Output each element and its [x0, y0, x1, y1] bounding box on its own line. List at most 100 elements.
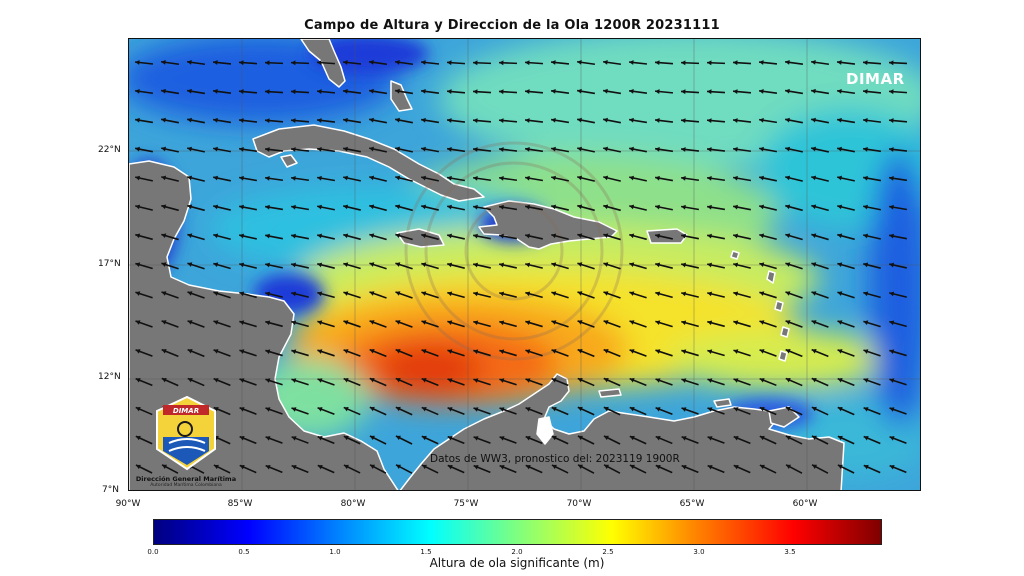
direction-arrow-head: [681, 175, 686, 181]
direction-arrow-head: [135, 204, 141, 210]
direction-arrow-head: [525, 378, 531, 383]
direction-arrow-head: [369, 262, 375, 267]
direction-arrow-head: [759, 406, 765, 412]
direction-arrow-head: [317, 320, 323, 325]
direction-arrow-head: [187, 349, 193, 354]
direction-arrow-head: [863, 407, 869, 412]
direction-arrow-head: [369, 88, 374, 94]
watermark-seal: [404, 141, 624, 361]
direction-arrow-head: [577, 88, 582, 94]
direction-arrow-head: [707, 436, 713, 441]
direction-arrow-head: [525, 291, 531, 297]
direction-arrow-head: [135, 146, 140, 152]
direction-arrow-head: [291, 407, 297, 412]
direction-arrow-head: [213, 378, 219, 383]
direction-arrow-head: [421, 117, 426, 123]
direction-arrow-head: [811, 59, 816, 65]
direction-arrow-head: [577, 349, 583, 354]
direction-arrow-head: [239, 349, 245, 354]
direction-arrow-head: [499, 291, 505, 297]
direction-arrow-head: [629, 435, 635, 441]
direction-arrow-head: [525, 175, 530, 181]
direction-arrow-head: [785, 59, 790, 65]
direction-arrow-head: [187, 117, 192, 123]
direction-arrow-head: [551, 204, 557, 210]
direction-arrow-head: [421, 60, 426, 65]
direction-arrow-head: [265, 349, 271, 354]
direction-arrow-head: [135, 233, 141, 239]
direction-arrow-head: [733, 464, 739, 470]
direction-arrow-head: [213, 262, 219, 268]
direction-arrow-head: [759, 291, 765, 296]
direction-arrow-head: [161, 59, 166, 65]
direction-arrow-head: [655, 60, 660, 66]
direction-arrow-head: [604, 464, 610, 469]
lon-label-85: 85°W: [227, 499, 253, 509]
direction-arrow-head: [369, 117, 374, 123]
direction-arrow-head: [707, 465, 713, 470]
direction-arrow-head: [681, 204, 686, 210]
colorbar: [153, 519, 882, 545]
dimar-logo: DIMAR: [156, 395, 216, 471]
direction-arrow-head: [395, 320, 401, 325]
direction-arrow-head: [369, 291, 375, 296]
direction-arrow-head: [863, 349, 869, 354]
lon-label-60: 60°W: [792, 499, 818, 509]
direction-arrow-head: [629, 60, 634, 65]
direction-arrow-head: [187, 291, 193, 296]
direction-arrow-head: [291, 320, 297, 326]
direction-arrow-head: [811, 204, 817, 210]
direction-arrow-head: [135, 406, 141, 412]
direction-arrow-head: [603, 175, 609, 181]
direction-arrow-head: [473, 118, 478, 123]
direction-arrow-head: [291, 349, 297, 354]
direction-arrow-head: [551, 117, 556, 123]
direction-arrow-head: [396, 464, 402, 469]
direction-arrow-head: [759, 320, 765, 325]
direction-arrow-head: [421, 233, 427, 239]
direction-arrow-head: [889, 378, 895, 383]
direction-arrow-head: [759, 60, 764, 65]
direction-arrow-head: [681, 349, 687, 354]
direction-arrow-head: [759, 89, 764, 94]
direction-arrow-head: [707, 233, 712, 239]
direction-arrow-head: [785, 204, 791, 210]
direction-arrow-head: [291, 175, 296, 181]
direction-arrow-head: [733, 378, 739, 383]
direction-arrow-head: [135, 175, 140, 181]
direction-arrow-head: [837, 117, 842, 123]
direction-arrow-head: [863, 233, 869, 239]
direction-arrow-head: [551, 378, 557, 383]
colorbar-tick-7: 3.5: [784, 548, 796, 556]
direction-arrow-head: [733, 291, 739, 297]
direction-arrow-head: [265, 147, 270, 152]
direction-arrow-head: [837, 435, 843, 441]
direction-arrow-head: [603, 377, 609, 383]
direction-arrow-head: [655, 262, 661, 268]
direction-arrow-head: [889, 349, 895, 354]
direction-arrow-head: [629, 262, 635, 268]
direction-arrow-head: [499, 204, 504, 210]
colorbar-tick-2: 1.0: [329, 548, 341, 556]
direction-arrow-head: [551, 435, 557, 441]
direction-arrow-head: [187, 175, 193, 181]
direction-arrow-head: [265, 262, 270, 268]
direction-arrow-head: [811, 435, 817, 441]
direction-arrow-head: [473, 175, 478, 181]
direction-arrow-head: [239, 60, 244, 66]
direction-arrow-head: [213, 89, 218, 94]
direction-arrow-head: [421, 406, 427, 412]
direction-arrow-head: [343, 175, 348, 181]
graticule: [129, 39, 920, 490]
direction-arrow-head: [837, 175, 842, 181]
direction-arrow-head: [135, 378, 141, 383]
direction-arrow-head: [161, 291, 167, 296]
direction-arrow-head: [317, 262, 323, 268]
direction-arrow-head: [681, 233, 686, 239]
direction-arrow-head: [811, 262, 817, 267]
direction-arrow-head: [239, 407, 245, 412]
direction-arrow-head: [733, 146, 738, 152]
direction-arrow-head: [811, 233, 817, 238]
direction-arrow-head: [213, 464, 219, 470]
lon-label-75: 75°W: [453, 499, 479, 509]
